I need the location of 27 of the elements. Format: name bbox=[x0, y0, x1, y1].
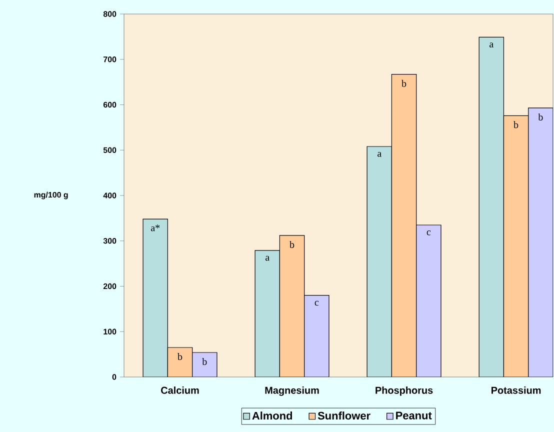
bar bbox=[279, 235, 305, 377]
legend-label: Peanut bbox=[396, 412, 432, 420]
data-label: a* bbox=[151, 224, 160, 232]
x-tick-label: Potassium bbox=[492, 386, 541, 394]
x-tick-label: Magnesium bbox=[265, 386, 319, 396]
x-tick-label: Phosphorus bbox=[376, 386, 433, 396]
data-label: b bbox=[538, 113, 543, 120]
data-label: c bbox=[314, 300, 319, 306]
data-label: b bbox=[178, 353, 182, 360]
data-label: b bbox=[290, 240, 294, 248]
bar bbox=[503, 115, 529, 377]
bar bbox=[142, 218, 168, 377]
legend-label: Almond bbox=[252, 412, 292, 420]
bar bbox=[366, 146, 392, 377]
bar bbox=[167, 347, 193, 377]
data-label: b bbox=[202, 358, 207, 366]
data-label: c bbox=[426, 230, 431, 236]
data-label: a bbox=[490, 42, 494, 48]
bar bbox=[391, 74, 417, 377]
data-label: b bbox=[402, 80, 406, 87]
data-label: b bbox=[514, 121, 518, 128]
bar bbox=[478, 36, 504, 377]
bar bbox=[254, 250, 280, 377]
legend-label: Sunflower bbox=[318, 412, 370, 420]
x-tick-label: Calcium bbox=[161, 386, 199, 394]
data-label: a bbox=[266, 256, 270, 261]
data-label: a bbox=[378, 152, 382, 157]
